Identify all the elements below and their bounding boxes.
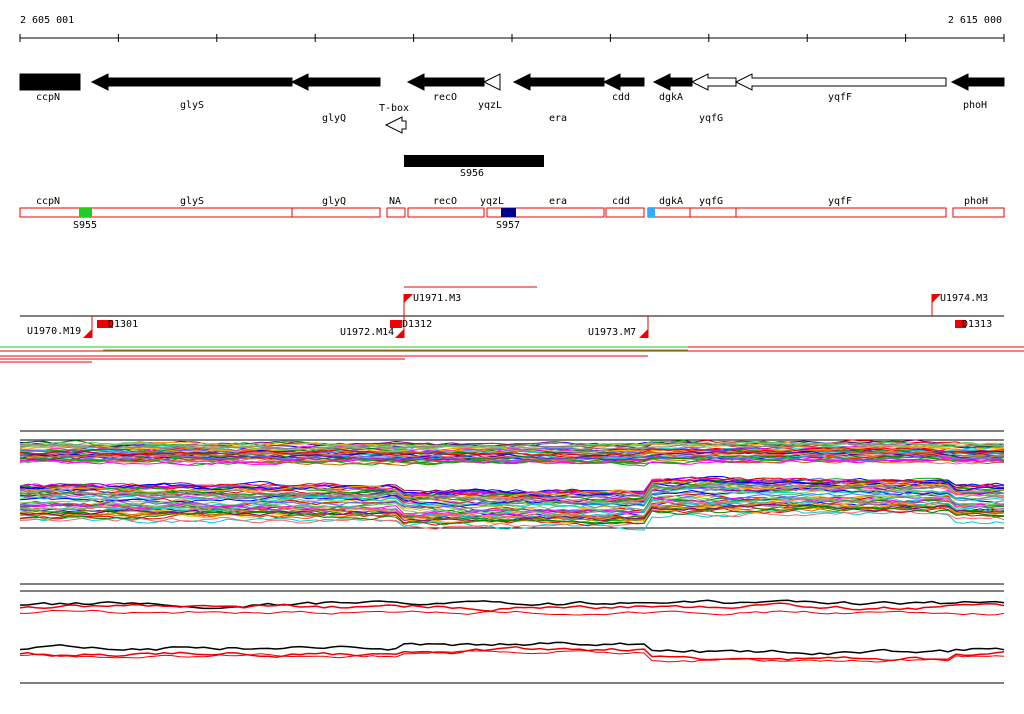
marker-label: S957 [496,220,520,231]
gene-label: yqfF [828,92,852,103]
expression-trace [19,456,1005,466]
region-label: yqzL [480,196,504,207]
region-box [689,207,737,218]
expression-trace [19,480,1005,501]
gene-label: ccpN [36,92,60,103]
gene-arrow [384,116,407,134]
expression-trace [19,484,1005,504]
expression-trace [19,492,1004,514]
gene-label: dgkA [659,92,683,103]
expression-trace [19,447,1005,457]
expression-trace [20,445,1005,454]
gene-label: glyS [180,100,204,111]
region-box [291,207,381,218]
expression-trace [19,641,1005,656]
gene-label: T-box [379,103,409,114]
marker [648,208,655,217]
gene-label: glyQ [322,113,346,124]
unit-label: U1973.M7 [588,327,636,338]
unit-flag [639,329,648,338]
region-label: cdd [612,196,630,207]
feature-label: D1313 [962,319,992,330]
unit-label: U1970.M19 [27,326,81,337]
expression-trace [19,454,1005,462]
gene-arrow [90,73,293,91]
region-label: phoH [964,196,988,207]
region-label: glyQ [322,196,346,207]
ruler-end: 2 615 000 [948,15,1002,26]
gene-label: yqzL [478,100,502,111]
gene-label: yqfG [699,113,723,124]
region-label: dgkA [659,196,683,207]
expression-trace [19,486,1005,508]
expression-trace [19,505,1005,526]
gene-arrow [512,73,605,91]
expression-trace [19,650,1005,663]
expression-trace [19,451,1005,461]
gene-arrow [602,73,645,91]
expression-trace [19,477,1005,498]
region-label: yqfF [828,196,852,207]
expression-trace [19,447,1005,457]
gene-arrow [690,73,737,91]
marker [501,208,516,217]
unit-label: U1972.M14 [340,327,394,338]
marker [79,208,92,217]
segment-bar [404,155,544,167]
expression-trace [19,599,1005,610]
gene-label: recO [433,92,457,103]
expression-trace [19,495,1005,516]
feature-box [390,320,402,328]
unit-label: U1971.M3 [413,293,461,304]
expression-trace [19,602,1005,612]
gene-arrow [734,73,947,91]
gene-label: era [549,113,567,124]
feature-box [97,320,113,328]
unit-flag [932,294,941,303]
expression-trace [19,509,1005,530]
region-box [407,207,485,218]
gene-label: phoH [963,100,987,111]
region-label: era [549,196,567,207]
gene-arrow [290,73,381,91]
expression-trace [19,483,1005,501]
gene-arrow [652,73,693,91]
region-box [605,207,645,218]
unit-flag [404,294,413,303]
feature-box [955,320,966,328]
region-box [386,207,406,218]
region-box [735,207,947,218]
gene-label: cdd [612,92,630,103]
gene-arrow [482,73,501,91]
segment-label: S956 [460,168,484,179]
region-label: ccpN [36,196,60,207]
region-label: yqfG [699,196,723,207]
expression-trace [19,645,1005,662]
unit-flag [83,329,92,338]
region-box [19,207,293,218]
gene-arrow [950,73,1005,91]
feature-label: D1301 [108,319,138,330]
region-box [486,207,605,218]
region-label: recO [433,196,457,207]
unit-label: U1974.M3 [940,293,988,304]
gene-arrow [19,73,81,91]
expression-trace [19,440,1005,449]
gene-arrow [406,73,485,91]
expression-trace [19,496,1005,517]
region-label: glyS [180,196,204,207]
marker-label: S955 [73,220,97,231]
region-label: NA [389,196,401,207]
unit-flag [395,329,404,338]
ruler-start: 2 605 001 [20,15,74,26]
expression-trace [19,498,1005,519]
region-box [952,207,1005,218]
expression-trace [19,493,1005,514]
feature-label: D1312 [402,319,432,330]
expression-trace [19,609,1005,616]
